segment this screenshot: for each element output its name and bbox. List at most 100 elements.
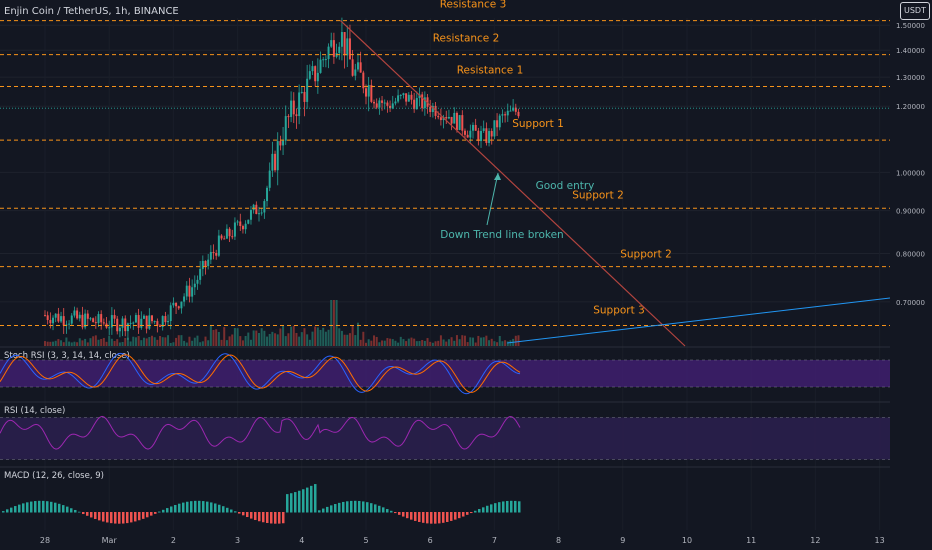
volume-bar (461, 335, 464, 346)
volume-bar (191, 340, 194, 346)
macd-histogram-bar (62, 505, 65, 513)
volume-bar (188, 336, 191, 346)
time-tick-label: Mar (102, 536, 118, 545)
macd-histogram-bar (334, 504, 337, 513)
volume-bar (445, 341, 448, 346)
candle-body (148, 315, 151, 329)
annotation-arrow (486, 172, 499, 226)
candle-body (185, 285, 188, 297)
macd-histogram-bar (258, 512, 261, 522)
candle-body (498, 115, 501, 128)
macd-histogram-bar (114, 512, 117, 524)
macd-histogram-bar (402, 512, 405, 517)
candle-body (300, 91, 303, 93)
candle-body (386, 102, 389, 106)
macd-histogram-bar (66, 506, 69, 513)
macd-histogram-bar (250, 512, 253, 519)
volume-bar (394, 340, 397, 346)
volume-bar (231, 334, 234, 346)
macd-histogram-bar (446, 512, 449, 522)
candle-body (504, 114, 507, 116)
candle-body (279, 141, 282, 146)
volume-bar (132, 336, 135, 346)
candle-body (399, 95, 402, 97)
candle-body (413, 99, 416, 110)
macd-histogram-bar (398, 512, 401, 515)
volume-bar (215, 329, 218, 346)
macd-histogram-bar (426, 512, 429, 524)
volume-bar (386, 338, 389, 346)
macd-histogram-bar (458, 512, 461, 519)
macd-histogram-bar (54, 502, 57, 513)
time-tick-label: 3 (235, 536, 240, 545)
volume-bar (276, 334, 279, 346)
macd-histogram-bar (438, 512, 441, 524)
candle-body (60, 316, 63, 322)
volume-bar (145, 338, 148, 346)
volume-bar (247, 332, 250, 346)
time-tick-label: 5 (363, 536, 368, 545)
candle-body (145, 315, 148, 329)
macd-histogram-bar (170, 506, 173, 513)
candle-body (477, 130, 480, 142)
candle-body (274, 153, 277, 171)
candle-body (124, 318, 127, 332)
candle-body (493, 120, 496, 137)
macd-histogram-bar (242, 512, 245, 516)
price-tick-label: 1.20000 (896, 103, 925, 111)
candle-body (295, 114, 298, 117)
volume-bar (338, 328, 341, 346)
macd-histogram-bar (130, 512, 133, 523)
macd-histogram-bar (490, 504, 493, 513)
volume-bar (306, 334, 309, 346)
macd-histogram-bar (318, 510, 321, 513)
level-name-label: Resistance 2 (433, 33, 500, 45)
macd-histogram-bar (238, 512, 241, 514)
macd-histogram-bar (182, 502, 185, 513)
candle-body (220, 235, 223, 239)
volume-bar (142, 337, 145, 346)
uptrend-line (507, 297, 891, 344)
candle-body (81, 314, 84, 328)
volume-bar (340, 330, 343, 346)
candle-body (116, 318, 119, 332)
volume-bar (223, 327, 226, 346)
volume-bar (517, 335, 520, 346)
candle-body (311, 66, 314, 72)
volume-bar (212, 329, 215, 346)
candle-body (418, 94, 421, 99)
candle-body (463, 130, 466, 135)
volume-bar (284, 336, 287, 346)
macd-histogram-bar (94, 512, 97, 519)
macd-histogram-bar (462, 512, 465, 517)
candle-body (215, 253, 218, 256)
time-tick-label: 28 (40, 536, 50, 545)
macd-histogram-bar (118, 512, 121, 524)
candle-body (49, 319, 52, 324)
candle-body (461, 115, 464, 131)
candle-body (134, 315, 137, 323)
volume-bar (362, 331, 365, 346)
candle-body (57, 313, 60, 322)
volume-bar (327, 329, 330, 346)
downtrend-line (339, 19, 686, 347)
volume-bar (62, 342, 65, 346)
volume-bar (359, 339, 362, 346)
volume-bar (255, 330, 258, 346)
volume-bar (201, 341, 204, 346)
macd-histogram-bar (30, 501, 33, 513)
currency-button[interactable]: USDT (900, 2, 930, 20)
candle-body (287, 116, 290, 118)
volume-bar (290, 326, 293, 346)
candle-body (501, 114, 504, 116)
volume-bar (54, 340, 57, 346)
volume-bar (477, 335, 480, 346)
volume-bar (509, 340, 512, 346)
macd-histogram-bar (286, 494, 289, 513)
candle-body (367, 84, 370, 97)
price-tick-label: 1.50000 (896, 22, 925, 30)
volume-bar (49, 341, 52, 346)
volume-bar (70, 342, 73, 346)
macd-histogram-bar (206, 501, 209, 513)
